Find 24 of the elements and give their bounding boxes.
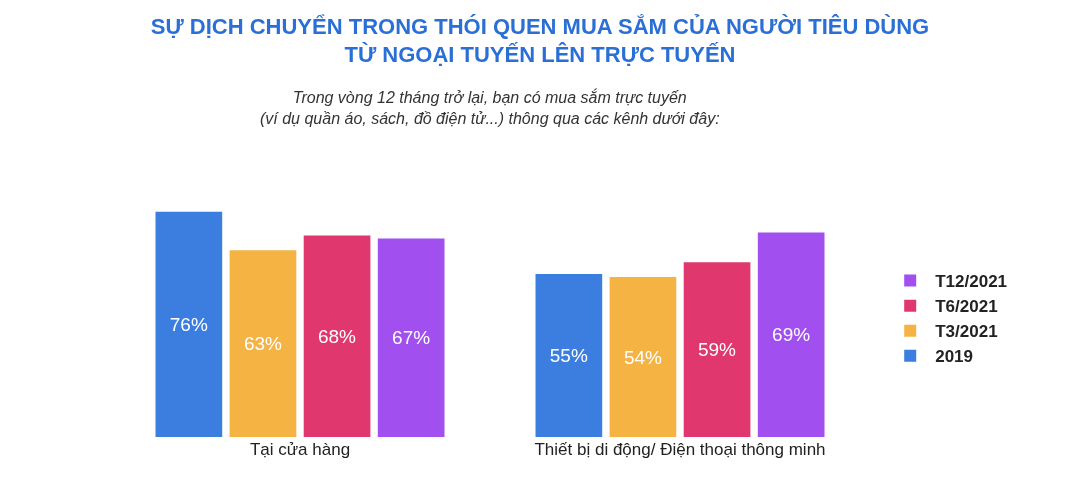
bar — [377, 238, 445, 437]
bar — [303, 235, 371, 437]
legend-label: T3/2021 — [935, 322, 998, 342]
legend-label: T6/2021 — [935, 297, 998, 317]
x-tick-label: Tại cửa hàng — [249, 440, 351, 459]
data-label: 69% — [772, 324, 811, 346]
data-label: 59% — [697, 339, 737, 361]
data-label: 68% — [317, 325, 357, 347]
data-label: 76% — [169, 313, 208, 335]
data-label: 67% — [392, 327, 431, 349]
bar — [535, 274, 603, 437]
chart-subtitle: Trong vòng 12 tháng trở lại, bạn có mua sắm trực tuyến (ví dụ quần áo, sách, đồ điện tử...) thông qua các kênh dưới đây: — [260, 88, 720, 127]
bar — [155, 211, 223, 437]
data-label: 55% — [549, 345, 588, 367]
bar — [229, 250, 297, 437]
legend-label: T12/2021 — [935, 272, 1008, 292]
x-tick-label: Thiết bị di động/ Điện thoại thông minh — [534, 440, 826, 459]
data-label: 63% — [243, 333, 283, 355]
legend-label: 2019 — [935, 347, 974, 367]
chart-title: SỰ DỊCH CHUYỂN TRONG THÓI QUEN MUA SẮM CỦA NGƯỜI TIÊU DÙNG TỪ NGOẠI TUYẾN LÊN TRỰC TUYẾN — [150, 13, 930, 68]
bar — [757, 232, 825, 437]
bar — [609, 277, 677, 437]
bar — [683, 262, 751, 437]
data-label: 54% — [623, 346, 663, 368]
